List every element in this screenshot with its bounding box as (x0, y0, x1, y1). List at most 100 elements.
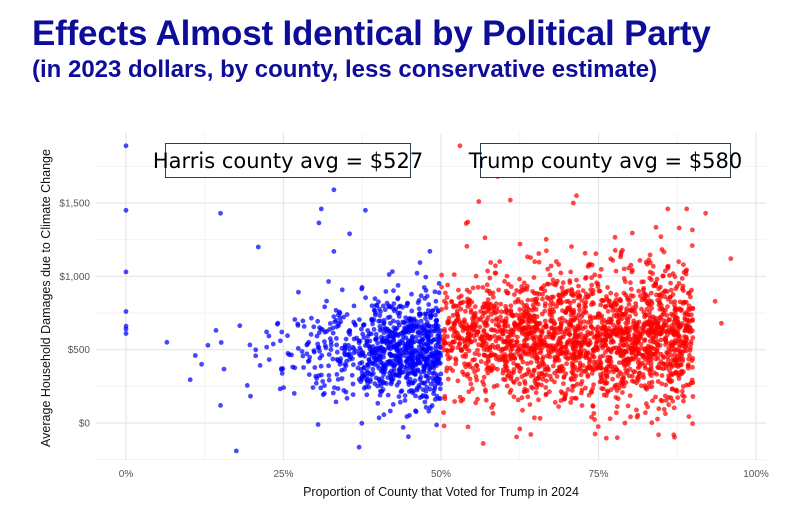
harris-county-point (164, 339, 170, 345)
trump-county-point (560, 280, 566, 286)
trump-county-point (660, 354, 666, 359)
trump-county-point (626, 301, 632, 307)
trump-county-point (493, 356, 499, 362)
harris-county-point (410, 335, 415, 341)
harris-county-point (406, 434, 411, 440)
trump-county-point (646, 301, 651, 307)
harris-county-point (405, 326, 410, 331)
trump-county-point (667, 368, 672, 373)
trump-county-point (600, 331, 606, 337)
harris-county-point (364, 338, 370, 344)
trump-county-point (579, 298, 585, 303)
harris-county-point (296, 289, 301, 295)
harris-county-point (326, 279, 331, 284)
harris-county-point (425, 333, 431, 339)
trump-county-point (609, 304, 615, 310)
harris-county-point (314, 333, 320, 339)
trump-county-point (626, 358, 631, 363)
harris-county-point (400, 304, 405, 310)
harris-county-point (335, 312, 341, 318)
harris-county-point (316, 220, 322, 226)
trump-county-point (536, 375, 541, 381)
trump-county-point (632, 369, 638, 374)
harris-county-point (339, 287, 345, 293)
harris-county-point (327, 336, 333, 342)
trump-county-point (490, 307, 496, 312)
harris-county-point (366, 384, 372, 390)
harris-county-point (279, 329, 285, 335)
trump-county-point (594, 280, 599, 286)
trump-county-point (608, 316, 614, 322)
trump-county-point (684, 267, 689, 273)
trump-county-point (655, 346, 660, 352)
trump-county-point (536, 397, 541, 403)
trump-county-point (518, 365, 524, 371)
trump-county-point (649, 420, 655, 426)
trump-county-point (502, 320, 508, 325)
harris-county-point (376, 365, 382, 371)
trump-county-point (487, 305, 492, 311)
harris-county-point (334, 372, 340, 377)
trump-county-point (635, 412, 641, 418)
trump-county-point (633, 301, 639, 306)
trump-county-point (466, 324, 472, 330)
harris-county-point (350, 381, 356, 387)
trump-county-point (573, 396, 579, 401)
harris-county-point (390, 402, 396, 407)
harris-county-point (418, 329, 424, 334)
trump-county-point (507, 197, 513, 203)
harris-county-point (371, 327, 377, 332)
trump-county-point (645, 330, 650, 335)
trump-county-point (614, 404, 620, 410)
trump-county-point (597, 273, 603, 279)
trump-county-point (517, 315, 522, 321)
trump-county-point (650, 327, 656, 333)
harris-county-point (432, 383, 438, 388)
trump-county-point (479, 333, 485, 339)
trump-county-point (653, 394, 658, 400)
trump-county-point (650, 398, 655, 404)
harris-county-point (380, 361, 385, 366)
harris-county-point (372, 308, 377, 314)
trump-county-point (568, 400, 574, 405)
axis-ticks: $0 $500 $1,000 $1,500 0% 25% 50% 75% 100% (59, 199, 768, 481)
trump-county-point (570, 200, 576, 206)
trump-county-point (673, 370, 679, 376)
trump-county-point (520, 349, 526, 355)
trump-county-point (659, 373, 665, 378)
trump-county-point (540, 376, 546, 382)
trump-county-point (480, 285, 486, 290)
trump-county-point (672, 299, 678, 304)
harris-county-point (341, 388, 347, 393)
trump-county-point (549, 311, 555, 317)
harris-county-point (221, 366, 227, 372)
trump-county-point (591, 301, 596, 307)
trump-county-point (556, 404, 561, 409)
trump-county-point (517, 241, 523, 247)
trump-county-point (598, 343, 604, 349)
trump-county-point (663, 365, 669, 371)
harris-county-point (372, 296, 378, 302)
trump-county-point (508, 327, 514, 333)
harris-county-point (409, 308, 415, 314)
trump-county-point (448, 343, 454, 349)
harris-county-point (417, 325, 423, 331)
harris-county-point (322, 304, 328, 310)
trump-county-point (483, 397, 489, 403)
trump-county-point (638, 335, 644, 340)
harris-county-point (374, 350, 379, 356)
trump-county-point (535, 301, 541, 307)
trump-county-point (537, 336, 542, 342)
trump-county-point (498, 314, 503, 320)
harris-county-point (213, 328, 219, 333)
trump-county-point (593, 251, 599, 257)
trump-county-point (663, 362, 669, 367)
trump-county-point (525, 283, 530, 289)
trump-county-point (525, 361, 530, 366)
trump-county-point (617, 360, 622, 366)
trump-county-point (646, 367, 652, 373)
trump-county-point (498, 301, 504, 307)
harris-county-point (300, 353, 306, 359)
harris-county-point (418, 318, 424, 324)
trump-county-point (456, 287, 461, 293)
